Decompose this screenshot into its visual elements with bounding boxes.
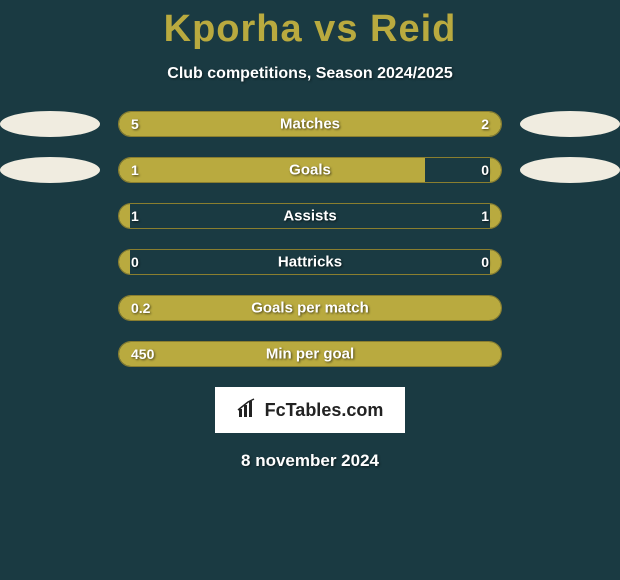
bar-value-left: 0.2 [131, 300, 150, 316]
right-ellipse [520, 157, 620, 183]
page-title: Kporha vs Reid [0, 0, 620, 51]
logo-text: FcTables.com [265, 400, 384, 421]
right-ellipse [520, 111, 620, 137]
chart-icon [237, 397, 259, 424]
bar-row: Goals 1 0 [0, 157, 620, 183]
bar-track: Hattricks 0 0 [118, 249, 502, 275]
right-ellipse [520, 341, 620, 367]
bar-row: Hattricks 0 0 [0, 249, 620, 275]
left-ellipse [0, 295, 100, 321]
page-subtitle: Club competitions, Season 2024/2025 [0, 65, 620, 83]
date-text: 8 november 2024 [0, 451, 620, 471]
left-ellipse [0, 341, 100, 367]
right-ellipse [520, 249, 620, 275]
bar-fill-left [119, 250, 130, 274]
bar-value-left: 5 [131, 116, 139, 132]
bar-fill-right [490, 158, 501, 182]
bar-value-right: 1 [481, 208, 489, 224]
logo-text-suffix: .com [341, 400, 383, 420]
bar-value-right: 2 [481, 116, 489, 132]
bar-track: Min per goal 450 [118, 341, 502, 367]
bar-row: Assists 1 1 [0, 203, 620, 229]
bar-label: Min per goal [266, 346, 354, 363]
bar-label: Hattricks [278, 254, 342, 271]
bar-label: Assists [283, 208, 336, 225]
bar-track: Matches 5 2 [118, 111, 502, 137]
left-ellipse [0, 203, 100, 229]
left-ellipse [0, 157, 100, 183]
bar-value-left: 450 [131, 346, 154, 362]
bar-row: Matches 5 2 [0, 111, 620, 137]
right-ellipse [520, 295, 620, 321]
bar-label: Goals [289, 162, 331, 179]
bar-row: Min per goal 450 [0, 341, 620, 367]
bar-track: Assists 1 1 [118, 203, 502, 229]
bar-track: Goals per match 0.2 [118, 295, 502, 321]
bar-fill-left [119, 204, 130, 228]
bar-fill-left [119, 158, 425, 182]
bar-value-left: 1 [131, 208, 139, 224]
bar-label: Matches [280, 116, 340, 133]
bar-track: Goals 1 0 [118, 157, 502, 183]
right-ellipse [520, 203, 620, 229]
comparison-bars: Matches52Goals10Assists11Hattricks00Goal… [0, 111, 620, 367]
bar-value-left: 0 [131, 254, 139, 270]
bar-row: Goals per match 0.2 [0, 295, 620, 321]
logo-text-bold: FcTables [265, 400, 342, 420]
left-ellipse [0, 249, 100, 275]
logo-box: FcTables.com [215, 387, 405, 433]
bar-label: Goals per match [251, 300, 369, 317]
left-ellipse [0, 111, 100, 137]
bar-value-left: 1 [131, 162, 139, 178]
bar-fill-right [490, 204, 501, 228]
bar-fill-right [490, 250, 501, 274]
bar-value-right: 0 [481, 254, 489, 270]
bar-value-right: 0 [481, 162, 489, 178]
bar-fill-left [119, 112, 383, 136]
